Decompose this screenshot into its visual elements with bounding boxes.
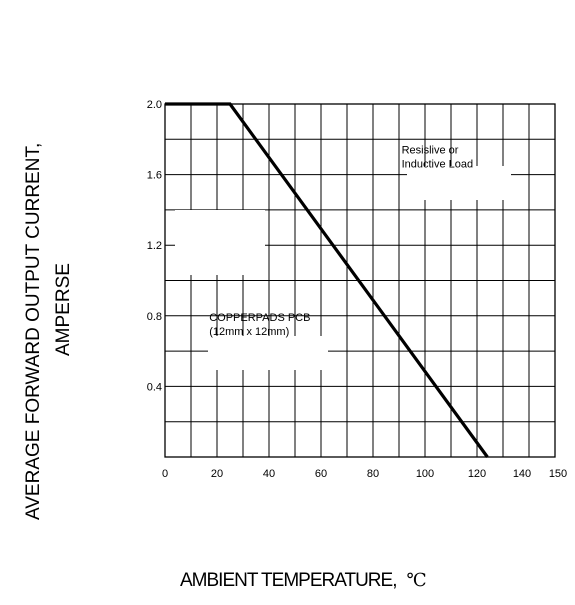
x-tick-label: 0 — [162, 468, 168, 480]
annotation-load-text: Resislive or — [402, 144, 459, 156]
blank-region — [175, 210, 265, 275]
y-tick-label: 0.8 — [147, 311, 162, 323]
annotation-load-text: Inductive Load — [402, 158, 474, 170]
x-tick-label: 60 — [315, 468, 327, 480]
annotation-box-load — [407, 166, 511, 200]
x-tick-label: 40 — [263, 468, 275, 480]
y-tick-label: 0.4 — [147, 381, 162, 393]
x-axis-label-text: AMBIENT TEMPERATURE, — [180, 570, 397, 591]
series-line — [165, 102, 489, 458]
x-tick-label: 20 — [211, 468, 223, 480]
y-tick-label: 1.2 — [147, 240, 162, 252]
x-axis-unit: ℃ — [406, 570, 426, 591]
annotation-copperpads-text: COPPERPADS PCB — [209, 312, 310, 324]
y-tick-label: 1.6 — [147, 170, 162, 182]
annotation-box-copperpads — [208, 336, 328, 370]
y-tick-label: 2.0 — [147, 99, 162, 111]
x-tick-label: 150 — [549, 468, 567, 480]
annotation-copperpads-text: (12mm x 12mm) — [209, 326, 289, 338]
x-tick-label: 80 — [367, 468, 379, 480]
x-tick-label: 140 — [513, 468, 531, 480]
x-axis-label: AMBIENT TEMPERATURE, ℃ — [180, 570, 427, 592]
plot-frame — [164, 103, 556, 458]
x-tick-label: 100 — [416, 468, 434, 480]
x-tick-label: 120 — [468, 468, 486, 480]
